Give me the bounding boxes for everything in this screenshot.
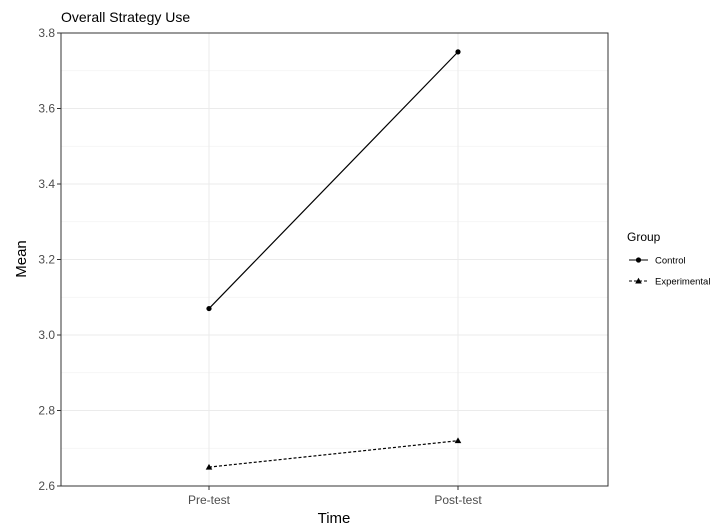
data-point-experimental (205, 463, 213, 470)
legend-title: Group (627, 230, 661, 244)
series-line-control (208, 51, 459, 309)
legend-key-marker-experimental (635, 277, 642, 284)
grid-minor (61, 70, 608, 449)
data-point-control (455, 49, 461, 55)
y-tick-label: 3.8 (38, 26, 55, 40)
y-axis: 2.6 2.8 3.0 3.2 3.4 3.6 3.8 (38, 26, 61, 493)
y-tick-label: 3.6 (38, 102, 55, 116)
y-axis-title: Mean (13, 240, 30, 278)
y-tick-label: 2.8 (38, 404, 55, 418)
x-axis-title: Time (318, 510, 351, 526)
legend-key-marker-control (635, 257, 642, 263)
series-layer (205, 49, 462, 470)
y-tick-label: 3.0 (38, 328, 55, 342)
x-axis: Pre-test Post-test (188, 486, 482, 507)
legend-label-experimental: Experimental (655, 277, 710, 288)
y-tick-label: 2.6 (38, 479, 55, 493)
x-tick-label: Post-test (434, 493, 482, 507)
series-line-experimental (208, 440, 459, 468)
data-point-experimental (454, 437, 462, 444)
legend-label-control: Control (655, 256, 686, 267)
y-tick-label: 3.4 (38, 177, 55, 191)
data-point-control (206, 305, 212, 312)
x-tick-label: Pre-test (188, 493, 231, 507)
y-tick-label: 3.2 (38, 253, 55, 267)
legend: Group Control Experimental (627, 230, 710, 288)
chart-title: Overall Strategy Use (61, 9, 190, 25)
